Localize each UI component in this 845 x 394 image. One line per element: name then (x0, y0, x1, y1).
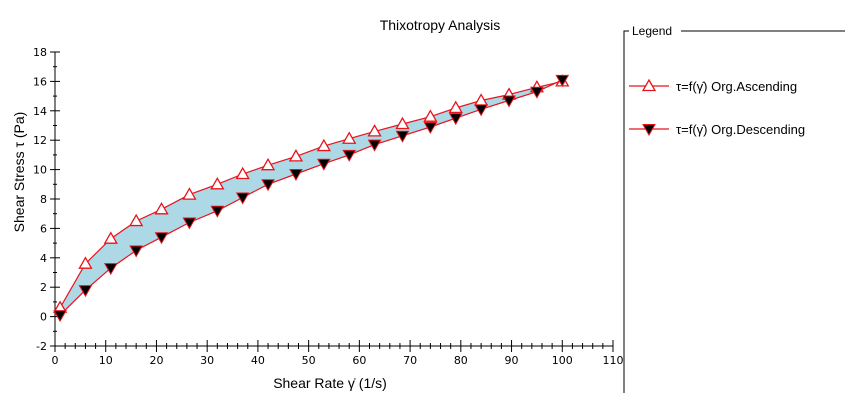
data-point (288, 149, 304, 162)
data-point (210, 176, 225, 190)
hysteresis-fill-area (60, 79, 563, 316)
legend-label: τ=f(γ̇) Org.Ascending (676, 79, 797, 94)
x-tick-label: 0 (52, 354, 59, 367)
data-point (154, 232, 169, 245)
y-tick-label: 6 (40, 222, 47, 235)
x-tick-label: 50 (302, 354, 316, 367)
y-axis-label: Shear Stress τ (Pa) (11, 112, 27, 233)
series-descending (53, 74, 570, 323)
legend-marker (642, 124, 656, 137)
data-point (342, 149, 357, 162)
data-point (154, 201, 169, 215)
data-point (395, 130, 410, 143)
y-tick-label: 12 (33, 134, 47, 147)
data-point (367, 139, 382, 152)
data-point (103, 263, 118, 276)
data-point (367, 124, 382, 137)
x-tick-label: 70 (403, 354, 417, 367)
y-tick-label: 0 (40, 311, 47, 324)
y-tick-label: 10 (33, 164, 47, 177)
y-tick-label: 2 (40, 281, 47, 294)
legend-title: Legend (632, 24, 672, 38)
data-point (103, 231, 118, 244)
data-point (474, 104, 488, 117)
data-point (182, 187, 197, 200)
data-point (260, 157, 276, 171)
axes: -2 0 2 4 6 8 10 12 14 16 18 0 10 20 30 40 50 60 70 80 90 100 1… (33, 46, 624, 367)
series-line (59, 79, 563, 316)
data-point (235, 192, 250, 205)
y-tick-label: 8 (40, 193, 47, 206)
data-point (423, 121, 438, 134)
data-point (289, 169, 303, 182)
x-tick-label: 30 (200, 354, 214, 367)
series-ascending (52, 74, 570, 313)
data-point (423, 109, 438, 122)
x-tick-label: 80 (454, 354, 468, 367)
x-tick-label: 110 (603, 354, 624, 367)
chart-title: Thixotropy Analysis (380, 17, 501, 33)
legend-marker (641, 78, 657, 92)
data-point (129, 213, 144, 227)
y-tick-label: 18 (33, 46, 47, 59)
x-axis-label: Shear Rate γ̇ (1/s) (273, 375, 387, 391)
data-point (555, 74, 570, 87)
y-tick-label: 4 (40, 252, 47, 265)
x-tick-label: 90 (505, 354, 519, 367)
y-tick-label: 14 (33, 105, 47, 118)
series-line (59, 80, 563, 309)
data-point (395, 116, 410, 130)
data-point (448, 113, 463, 126)
legend-title-background (629, 25, 681, 37)
x-tick-label: 60 (352, 354, 366, 367)
data-point (78, 285, 93, 298)
legend-frame (623, 30, 845, 393)
data-point (235, 166, 250, 180)
x-tick-label: 40 (251, 354, 265, 367)
y-tick-label: -2 (36, 340, 47, 353)
data-point (316, 158, 331, 171)
data-point (182, 217, 197, 230)
legend-label: τ=f(γ̇) Org.Descending (676, 122, 805, 137)
data-point (53, 310, 67, 323)
data-point (316, 138, 331, 152)
data-point (78, 256, 93, 269)
legend-items: τ=f(γ̇) Org.Ascending τ=f(γ̇) Org.Descend… (629, 78, 805, 137)
data-point (129, 245, 144, 258)
data-point (210, 205, 225, 218)
data-point (261, 179, 275, 192)
data-point (448, 100, 463, 114)
y-tick-label: 16 (33, 75, 47, 88)
data-point (502, 95, 516, 108)
legend-item: τ=f(γ̇) Org.Ascending (629, 78, 797, 94)
data-point (342, 131, 357, 144)
data-point (530, 86, 544, 99)
x-tick-label: 10 (99, 354, 113, 367)
series-layer (52, 74, 570, 323)
x-tick-label: 20 (149, 354, 163, 367)
plot-area: -2 0 2 4 6 8 10 12 14 16 18 0 10 20 30 40 50 60 70 80 90 100 1… (33, 46, 624, 367)
legend-item: τ=f(γ̇) Org.Descending (629, 122, 805, 137)
x-tick-label: 100 (552, 354, 573, 367)
